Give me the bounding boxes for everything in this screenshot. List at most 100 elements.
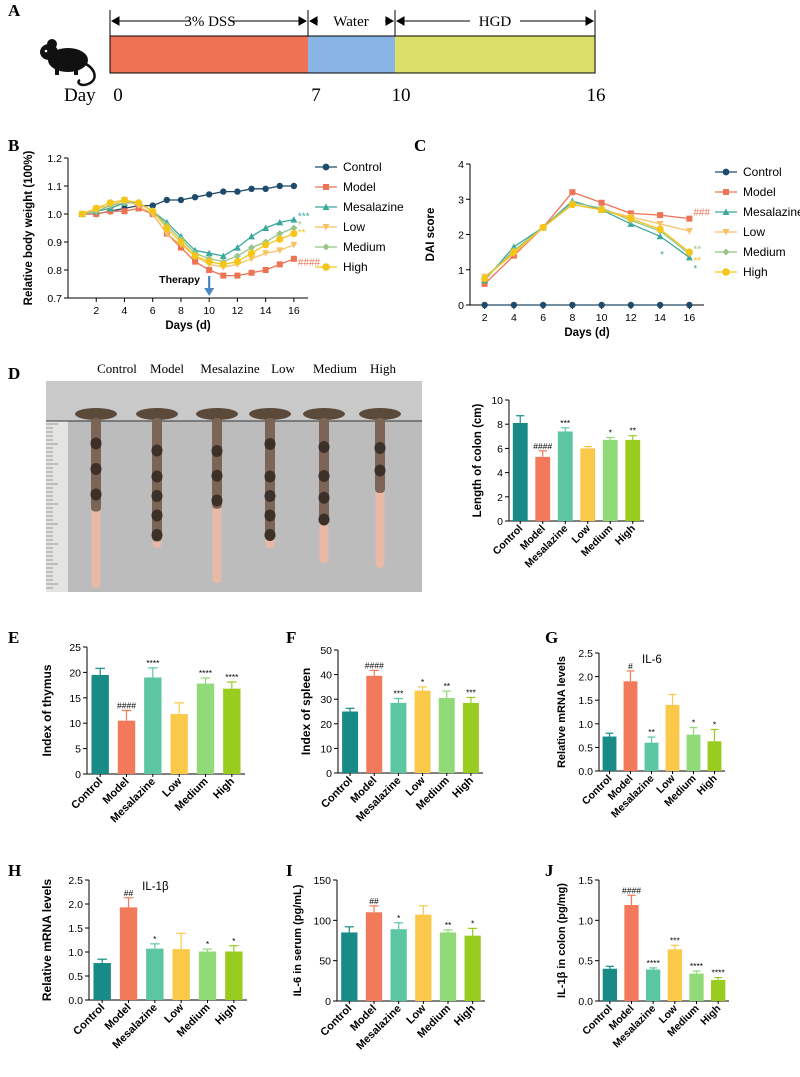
chart-title: IL-1β (142, 881, 169, 893)
data-point (598, 301, 605, 309)
y-tick-label: 1.0 (578, 719, 593, 731)
day-7-label: 7 (311, 85, 321, 106)
y-tick-label: 0 (326, 768, 332, 780)
data-point (163, 230, 171, 238)
data-point (656, 220, 664, 228)
data-point (177, 238, 185, 246)
bar-mesalazine (646, 969, 661, 1001)
y-tick-label: 6 (497, 443, 503, 455)
significance-mark: #### (117, 701, 136, 711)
data-point (262, 241, 270, 249)
fecal-pellet (318, 441, 330, 453)
fecal-pellet (264, 490, 276, 502)
y-tick-label: 0 (325, 996, 331, 1008)
cecum (359, 408, 401, 420)
legend-marker (323, 184, 329, 190)
significance-mark: * (421, 677, 425, 687)
y-tick-label: 5 (75, 744, 81, 756)
therapy-label: Therapy (159, 274, 200, 286)
bar-model (119, 907, 138, 1000)
y-tick-label: 1.0 (68, 947, 83, 959)
fecal-pellet (264, 470, 276, 483)
legend-label: High (743, 265, 768, 279)
x-tick-label: 2 (482, 312, 488, 324)
x-tick-label: Control (490, 523, 525, 558)
photo-label-model: Model (150, 361, 184, 376)
y-tick-label: 20 (320, 719, 332, 731)
data-point (290, 255, 297, 262)
data-point (290, 182, 298, 190)
legend-label: Model (743, 185, 776, 199)
colon-specimen-medium (303, 408, 345, 563)
data-point (120, 196, 129, 204)
legend-marker (722, 268, 730, 276)
cecum (303, 408, 345, 420)
y-tick-label: 1.0 (578, 915, 593, 927)
data-point (233, 244, 241, 251)
water-phase-bar (308, 36, 395, 73)
significance-mark: ## (124, 888, 134, 898)
fecal-pellet (211, 494, 223, 507)
data-point (121, 208, 128, 215)
x-tick-label: 16 (684, 312, 696, 324)
data-point (276, 182, 283, 190)
panel-label-i: I (286, 861, 293, 880)
y-tick-label: 1.2 (47, 153, 62, 165)
panel-label-c: C (414, 136, 426, 155)
phase-arrows (110, 16, 595, 26)
y-axis-label: DAI score (425, 208, 437, 262)
data-point (569, 189, 576, 196)
significance-mark: *** (298, 211, 310, 222)
dss-phase-bar (110, 36, 308, 73)
legend-marker (322, 163, 330, 171)
y-tick-label: 100 (313, 915, 331, 927)
phase-label-hgd: HGD (479, 14, 512, 30)
y-tick-label: 2.0 (68, 899, 83, 911)
significance-mark: * (713, 719, 717, 729)
y-axis-label: Relative mRNA levels (556, 656, 568, 768)
significance-mark: **** (712, 968, 726, 978)
ruler-ticks (46, 423, 58, 589)
data-point (290, 241, 298, 249)
bar-high (625, 439, 641, 521)
fecal-pellet (151, 470, 163, 483)
data-point (685, 227, 693, 235)
significance-mark: #### (533, 441, 552, 451)
x-tick-label: Control (318, 1003, 354, 1039)
data-point (262, 224, 270, 231)
legend-marker (722, 208, 730, 215)
data-point (233, 258, 242, 266)
data-point (481, 274, 489, 283)
fecal-pellet (264, 529, 276, 541)
bar-medium (439, 932, 457, 1001)
y-tick-label: 50 (319, 956, 331, 968)
data-point (234, 272, 241, 279)
data-point (539, 223, 547, 232)
fecal-pellet (151, 529, 163, 541)
colon-specimen-control (75, 408, 117, 588)
data-point (205, 249, 213, 257)
significance-mark: * (232, 936, 236, 946)
y-tick-label: 1.5 (578, 875, 593, 887)
data-point (627, 210, 634, 217)
series-line-low (81, 199, 295, 268)
data-point (290, 216, 298, 223)
y-tick-label: 0.9 (47, 237, 62, 249)
data-point (657, 212, 664, 219)
y-tick-label: 2.5 (68, 875, 83, 887)
day-10-label: 10 (392, 85, 411, 106)
bar-mesalazine (146, 948, 164, 1000)
legend-item-low: Low (715, 225, 765, 239)
bar-model (535, 456, 551, 521)
y-tick-label: 0.7 (47, 293, 62, 305)
legend-item-model: Model (715, 185, 776, 199)
legend-item-control: Control (715, 165, 782, 179)
data-point (686, 301, 693, 309)
y-tick-label: 0.0 (578, 766, 593, 778)
panel-label-h: H (8, 861, 21, 880)
legend-item-high: High (715, 265, 768, 279)
fecal-pellet (151, 490, 163, 502)
series-line-model (484, 191, 690, 285)
data-point (627, 215, 635, 223)
